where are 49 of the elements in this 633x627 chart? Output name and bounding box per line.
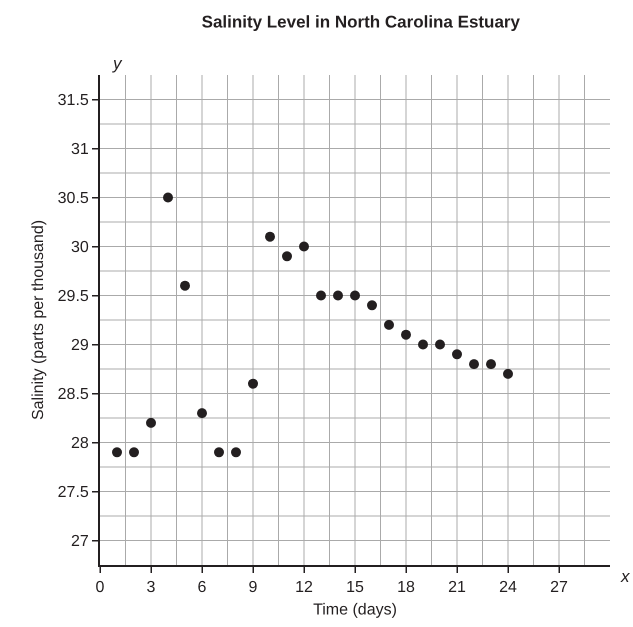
point xyxy=(316,290,326,300)
y-tick-label: 30.5 xyxy=(58,190,89,208)
point xyxy=(180,280,190,291)
point xyxy=(248,378,258,389)
point xyxy=(112,447,122,458)
x-tick-label: 9 xyxy=(248,579,258,596)
x-tick-label: 27 xyxy=(550,579,568,596)
y-tick-label: 27.5 xyxy=(58,484,89,502)
y-tick-label: 28.5 xyxy=(58,386,89,404)
point xyxy=(418,340,428,350)
point xyxy=(469,359,479,370)
text: x xyxy=(620,567,630,586)
point xyxy=(163,192,173,202)
x-tick-label: 15 xyxy=(346,579,364,596)
x-tick-label: 6 xyxy=(198,579,207,596)
point xyxy=(333,290,343,300)
point xyxy=(384,320,394,330)
y-axis-title: Salinity (parts per thousand) xyxy=(30,220,48,420)
x-tick-label: 3 xyxy=(146,579,156,596)
x-tick-label: 0 xyxy=(96,579,105,596)
point xyxy=(401,330,411,340)
y-tick-label: 31.5 xyxy=(58,92,89,110)
x-axis-title: Time (days) xyxy=(313,601,397,618)
y-tick-label: 27 xyxy=(71,533,89,550)
y-tick-label: 29 xyxy=(71,337,89,354)
point xyxy=(231,447,241,458)
point xyxy=(146,418,156,428)
point xyxy=(129,447,139,458)
x-tick-label: 12 xyxy=(295,579,313,596)
text: y xyxy=(112,54,123,73)
point xyxy=(265,232,275,242)
x-tick-label: 24 xyxy=(499,579,517,596)
point xyxy=(197,408,207,418)
point xyxy=(367,300,377,310)
point xyxy=(452,349,462,360)
point xyxy=(299,242,309,252)
point xyxy=(503,368,513,379)
point xyxy=(282,251,292,262)
point xyxy=(214,447,224,458)
y-tick-label: 30 xyxy=(71,239,89,256)
point xyxy=(350,290,360,300)
point xyxy=(435,340,445,350)
y-tick-label: 31 xyxy=(71,141,89,158)
chart-title: Salinity Level in North Carolina Estuary xyxy=(202,12,521,32)
x-tick-label: 18 xyxy=(397,579,415,596)
y-tick-label: 28 xyxy=(71,435,89,452)
y-tick-label: 29.5 xyxy=(58,288,89,306)
point xyxy=(486,359,496,370)
x-tick-label: 21 xyxy=(448,579,466,596)
